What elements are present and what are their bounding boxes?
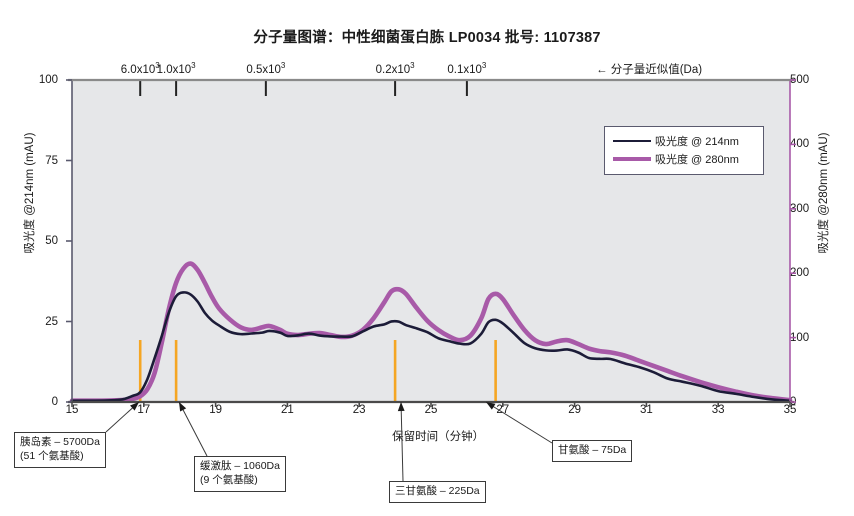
annotation-leader-triglycine (400, 401, 404, 482)
x-tick-label-4: 23 (352, 404, 366, 416)
annotation-glycine-line1: 甘氨酸 – 75Da (558, 444, 627, 456)
y-tick-label-right-1: 100 (790, 331, 810, 344)
x-tick-label-1: 17 (137, 404, 151, 416)
y-tick-label-right-3: 300 (790, 202, 810, 215)
legend-label-214: 吸光度 @ 214nm (655, 136, 739, 148)
x-axis-title: 保留时间（分钟） (392, 431, 485, 443)
x-tick-label-8: 31 (639, 404, 653, 416)
annotation-leader-glycine (485, 401, 553, 444)
y-tick-label-left-4: 100 (38, 74, 58, 86)
legend-swatch-214-icon (613, 140, 651, 142)
mw-tick-label-0: 6.0x103 (120, 61, 160, 76)
legend-item-214: 吸光度 @ 214nm (605, 132, 763, 150)
annotation-insulin: 胰岛素 – 5700Da (51 个氨基酸) (14, 432, 106, 468)
annotation-triglycine: 三甘氨酸 – 225Da (389, 481, 486, 503)
annotation-arrow-insulin (130, 402, 139, 411)
molecular-weight-axis-note: ← 分子量近似值(Da) (596, 64, 703, 76)
annotation-triglycine-line1: 三甘氨酸 – 225Da (395, 485, 480, 497)
annotation-glycine: 甘氨酸 – 75Da (552, 440, 633, 462)
annotation-insulin-line1: 胰岛素 – 5700Da (20, 436, 100, 448)
annotation-arrow-glycine (486, 402, 496, 410)
legend-label-280: 吸光度 @ 280nm (655, 154, 739, 166)
page-title: 分子量图谱：中性细菌蛋白胨 LP0034 批号: 1107387 (253, 30, 601, 46)
mw-tick-label-4: 0.1x103 (447, 61, 487, 76)
y-tick-label-left-3: 75 (45, 154, 58, 167)
y-tick-label-right-5: 500 (790, 74, 810, 86)
y-tick-label-right-2: 200 (790, 267, 810, 280)
y-tick-label-right-4: 400 (790, 138, 810, 151)
x-tick-label-7: 29 (568, 404, 581, 416)
y-tick-label-left-2: 50 (45, 235, 58, 247)
annotation-leader-bradykinin (178, 401, 208, 457)
x-tick-label-0: 15 (65, 404, 79, 416)
legend-swatch-280-icon (613, 157, 651, 161)
annotation-arrow-bradykinin (179, 402, 187, 412)
mw-tick-label-2: 0.5x103 (246, 61, 286, 76)
annotation-bradykinin-line1: 缓激肽 – 1060Da (200, 460, 280, 472)
annotation-insulin-line2: (51 个氨基酸) (20, 449, 84, 462)
y-tick-label-left-0: 0 (51, 396, 58, 408)
annotation-bradykinin-line2: (9 个氨基酸) (200, 473, 258, 486)
series-line-280nm (69, 261, 793, 404)
x-tick-label-6: 27 (496, 404, 510, 416)
x-tick-label-3: 21 (280, 404, 294, 416)
x-tick-label-5: 25 (424, 404, 438, 416)
x-tick-label-2: 19 (209, 404, 222, 416)
y-tick-label-left-1: 25 (45, 315, 58, 328)
annotation-arrow-triglycine (397, 402, 405, 412)
annotation-bradykinin: 缓激肽 – 1060Da (9 个氨基酸) (194, 456, 286, 492)
mw-tick-label-1: 1.0x103 (156, 61, 196, 76)
series-line-214nm (70, 291, 792, 403)
legend-item-280: 吸光度 @ 280nm (605, 150, 763, 168)
mw-tick-label-3: 0.2x103 (375, 61, 415, 76)
x-tick-label-10: 35 (783, 404, 797, 416)
legend: 吸光度 @ 214nm 吸光度 @ 280nm (604, 126, 764, 175)
x-tick-label-9: 33 (711, 404, 725, 416)
